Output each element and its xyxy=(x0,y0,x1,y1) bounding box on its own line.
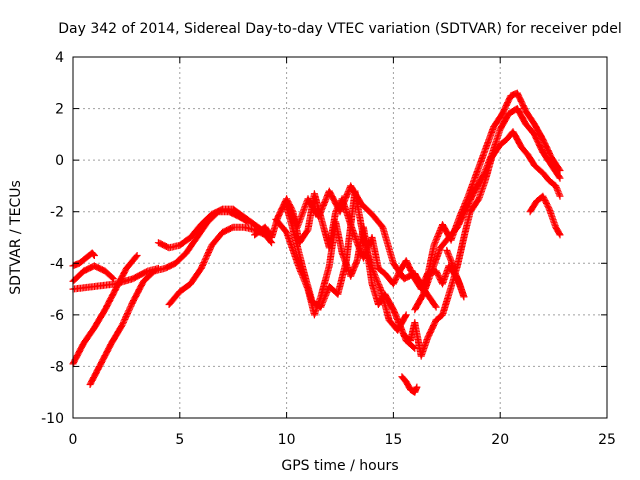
y-tick-label: -10 xyxy=(41,411,64,427)
data-point-markers xyxy=(421,89,564,290)
data-point-markers xyxy=(398,373,421,396)
y-tick-label: -4 xyxy=(50,256,64,272)
y-tick-label: -8 xyxy=(50,359,64,375)
chart-title: Day 342 of 2014, Sidereal Day-to-day VTE… xyxy=(58,21,622,37)
x-tick-label: 10 xyxy=(278,432,296,448)
x-tick-label: 25 xyxy=(598,432,616,448)
series-track-15 xyxy=(421,89,564,290)
plot-frame xyxy=(72,56,608,419)
series-track-11 xyxy=(283,182,440,311)
series-track-6 xyxy=(154,205,269,252)
series-track-17 xyxy=(526,192,564,239)
data-points xyxy=(69,89,564,396)
data-point-markers xyxy=(165,223,276,308)
series-track-12 xyxy=(398,373,421,396)
x-axis-label: GPS time / hours xyxy=(281,458,398,474)
series-track-7 xyxy=(165,223,276,308)
y-tick-label: 0 xyxy=(55,153,64,169)
y-axis-label: SDTVAR / TECUs xyxy=(8,180,24,295)
axis-ticks: 0 5 10 15 20 25 -10 -8 -6 -4 -2 0 2 4 xyxy=(41,50,616,448)
data-point-markers xyxy=(283,182,440,311)
x-tick-label: 0 xyxy=(69,432,78,448)
y-tick-label: 4 xyxy=(55,50,64,66)
y-tick-label: 2 xyxy=(55,102,64,118)
x-tick-label: 5 xyxy=(175,432,184,448)
series-track-16 xyxy=(443,246,468,301)
y-tick-label: -6 xyxy=(50,308,64,324)
x-tick-label: 20 xyxy=(491,432,509,448)
data-point-markers xyxy=(443,246,468,301)
data-point-markers xyxy=(526,192,564,239)
x-tick-label: 15 xyxy=(384,432,402,448)
y-tick-label: -2 xyxy=(50,205,64,221)
data-point-markers xyxy=(154,205,269,252)
